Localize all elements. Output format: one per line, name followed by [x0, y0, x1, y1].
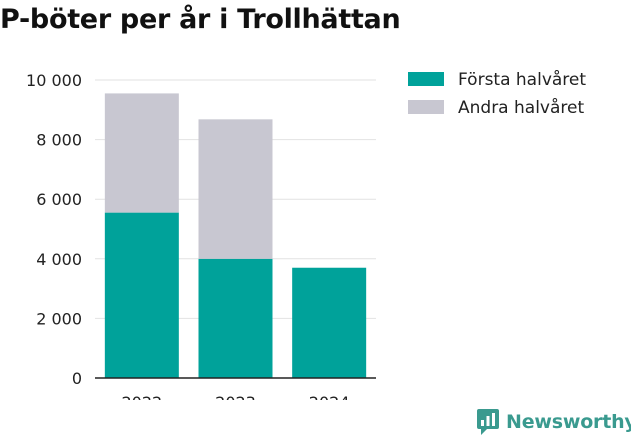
y-tick-label: 10 000	[26, 71, 82, 90]
bar-segment	[104, 93, 179, 213]
logo-text: Newsworthy	[506, 411, 631, 433]
x-tick-label: 2022	[121, 393, 162, 400]
newsworthy-logo: Newsworthy	[476, 408, 631, 436]
bars	[104, 93, 367, 378]
bar-segment	[292, 267, 367, 378]
y-tick-label: 6 000	[36, 190, 82, 209]
legend-label: Första halvåret	[458, 69, 586, 90]
bar-segment	[198, 119, 273, 259]
bar-segment	[104, 212, 179, 378]
newsworthy-bar-icon	[477, 409, 499, 435]
y-tick-label: 2 000	[36, 309, 82, 328]
x-tick-label: 2023	[215, 393, 256, 400]
y-tick-label: 8 000	[36, 131, 82, 150]
chart-svg: 0 2 000 4 000 6 000 8 000 10 000 2022 2023 2024…	[26, 69, 586, 400]
bar-segment	[198, 258, 273, 378]
x-axis: 2022 2023 2024	[95, 377, 376, 400]
legend-label: Andra halvåret	[458, 97, 584, 118]
legend: Första halvåret Andra halvåret	[408, 69, 586, 118]
chart-title: P-böter per år i Trollhättan	[0, 4, 401, 35]
y-tick-label: 0	[72, 369, 82, 388]
legend-swatch	[408, 100, 444, 114]
y-tick-label: 4 000	[36, 250, 82, 269]
legend-swatch	[408, 72, 444, 86]
x-tick-label: 2024	[309, 393, 350, 400]
y-axis: 0 2 000 4 000 6 000 8 000 10 000	[26, 71, 82, 388]
